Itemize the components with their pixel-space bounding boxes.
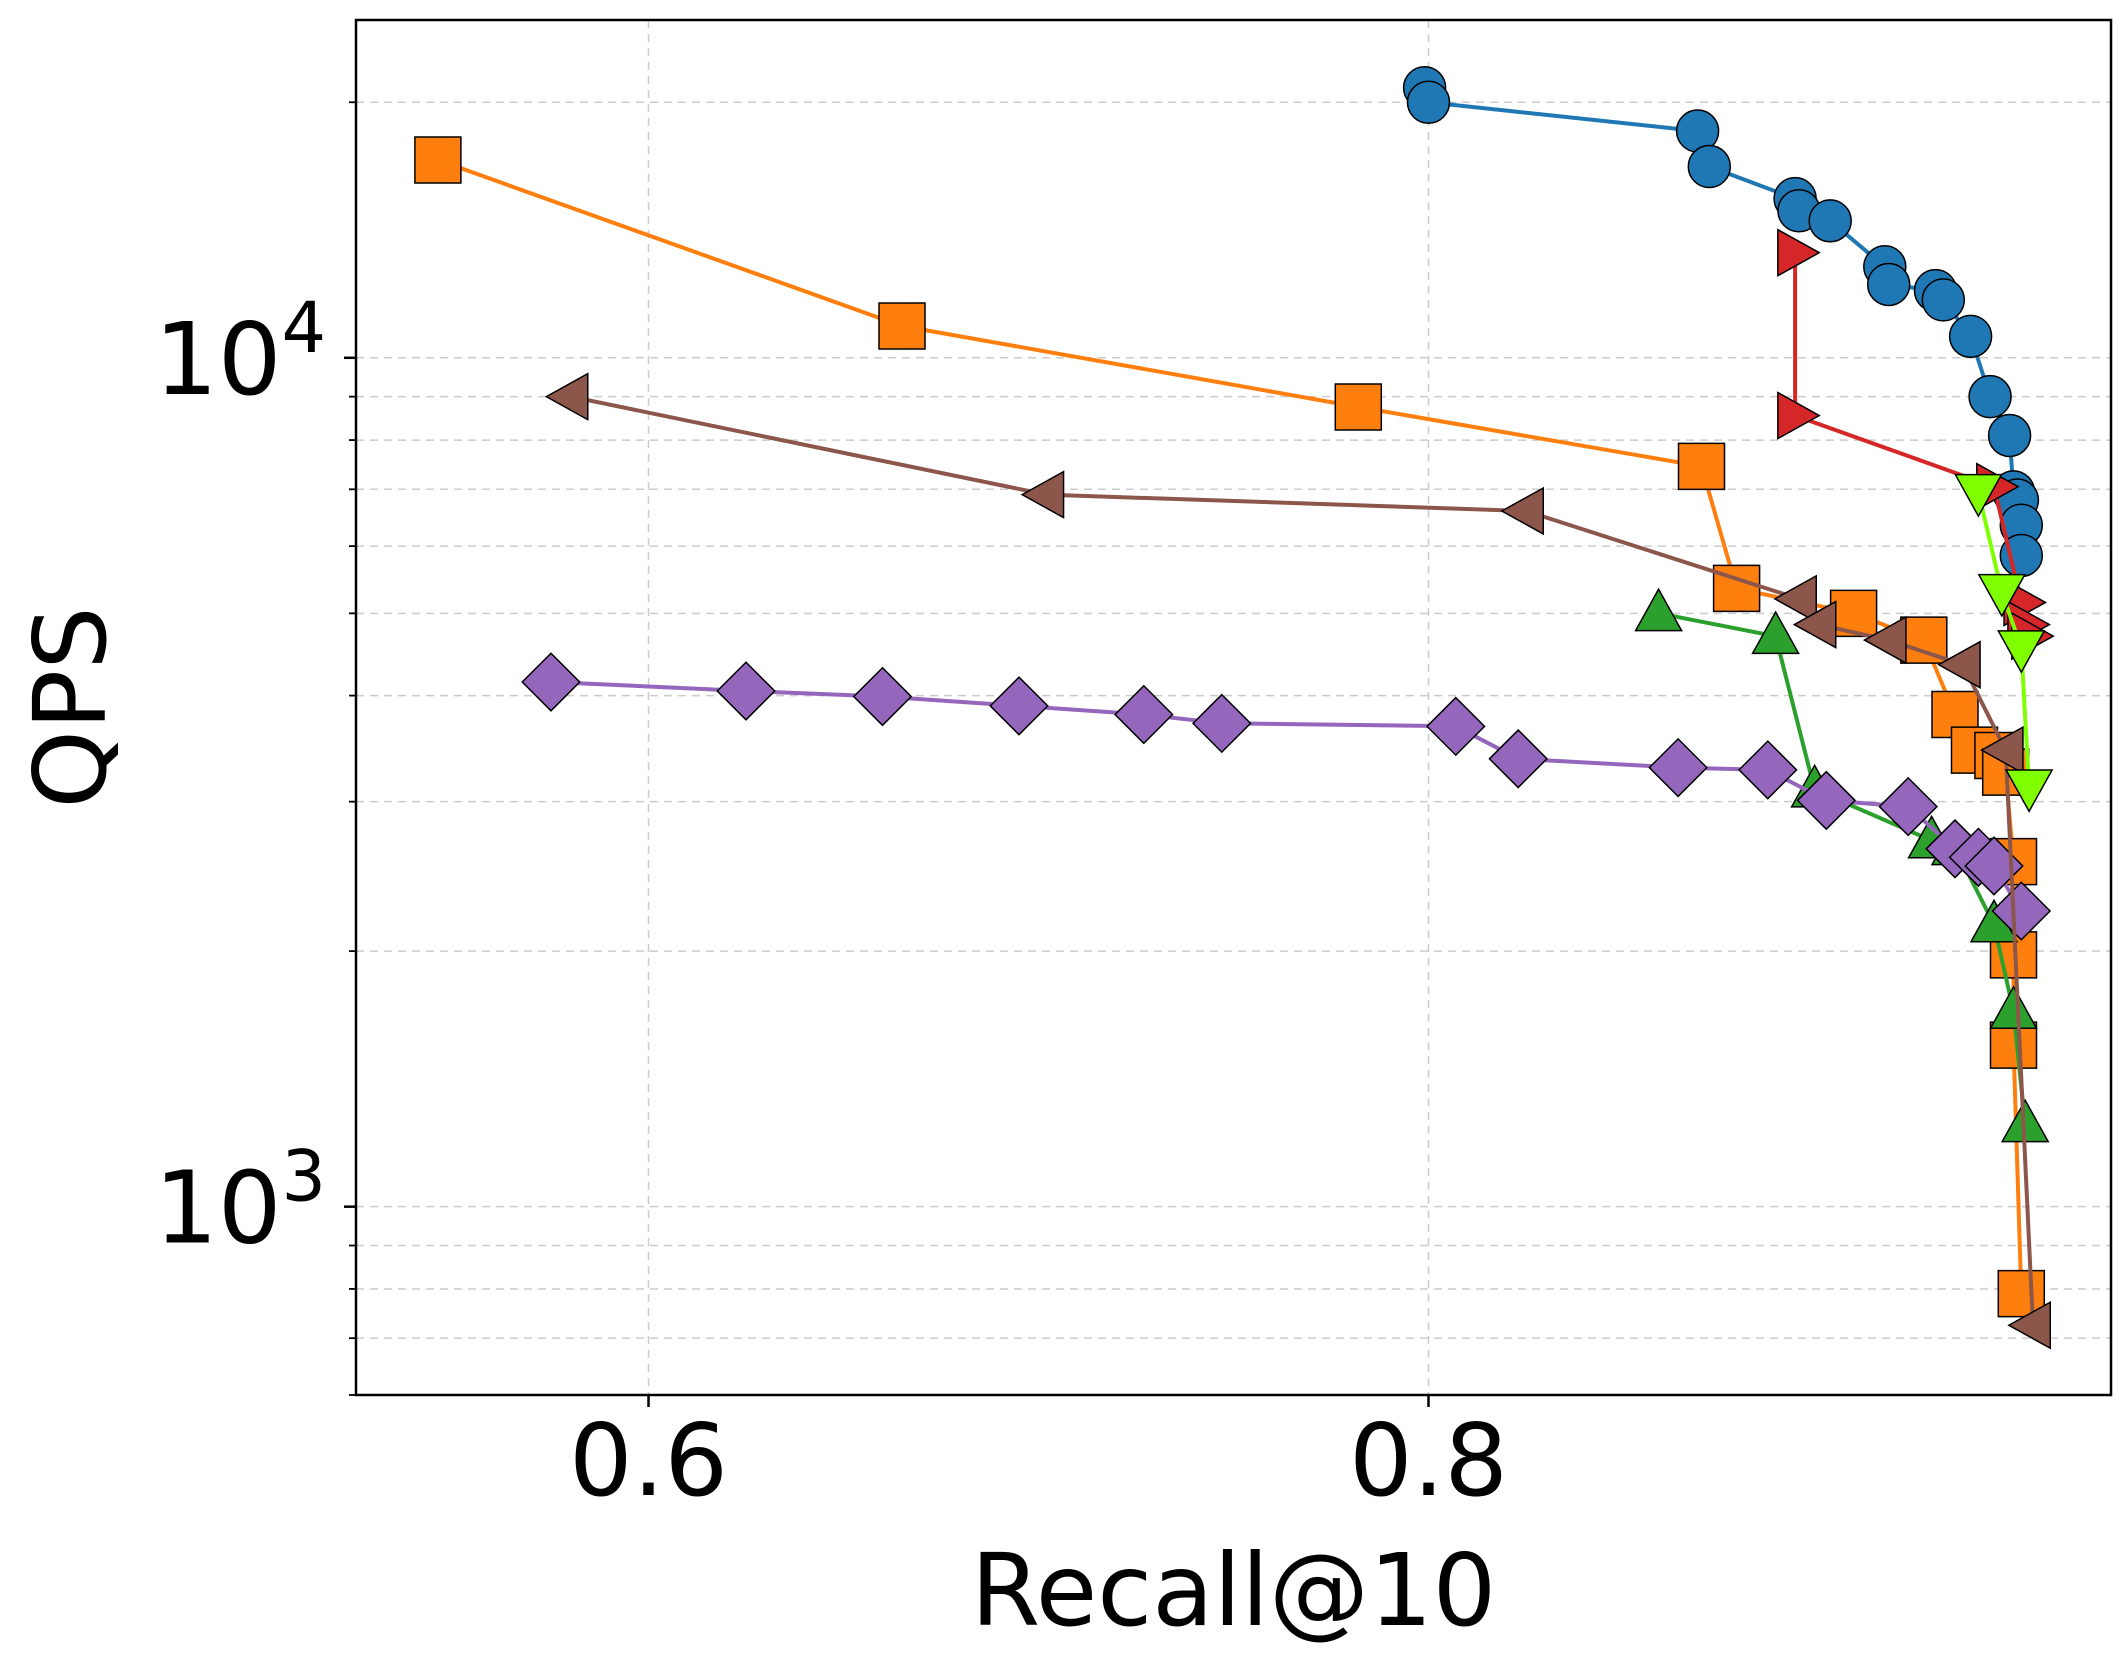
data-point-triangle-left	[1980, 725, 2024, 775]
data-point-diamond	[1878, 776, 1939, 837]
data-point-circle	[1948, 314, 1993, 359]
data-point-square	[878, 302, 926, 350]
data-point-circle	[1968, 374, 2012, 419]
data-point-triangle-down	[1977, 573, 2027, 618]
series-circle	[1402, 66, 2044, 578]
data-point-diamond	[1425, 696, 1486, 757]
data-point-triangle-right	[1777, 228, 1821, 277]
data-point-diamond	[1648, 737, 1708, 798]
y-tick-label: 104	[154, 287, 326, 418]
series-line	[1976, 491, 2032, 788]
data-point-diamond	[716, 661, 776, 721]
data-point-triangle-down	[1954, 473, 2003, 518]
data-point-diamond	[1191, 693, 1252, 754]
y-tick-label: 103	[154, 1136, 326, 1267]
data-point-triangle-left	[2007, 1300, 2051, 1350]
data-point-triangle-right	[1777, 391, 1821, 440]
data-point-circle	[1921, 278, 1966, 322]
data-point-square	[1334, 383, 1383, 431]
data-point-diamond	[1488, 728, 1549, 789]
data-point-circle	[1866, 262, 1911, 307]
data-point-diamond	[1964, 836, 2024, 896]
data-point-triangle-left	[1500, 486, 1544, 536]
x-tick-label: 0.6	[569, 1402, 728, 1519]
data-point-triangle-up	[1634, 587, 1683, 632]
data-point-triangle-left	[1937, 640, 1981, 689]
axis-ticks: 0.6 0.8 103 104	[154, 101, 1508, 1519]
data-point-circle	[1406, 80, 1451, 125]
data-point-diamond	[1796, 770, 1857, 831]
series-triangle-right	[1777, 228, 2055, 661]
data-point-diamond	[1113, 684, 1174, 745]
series-triangle-down	[1954, 473, 2054, 813]
data-point-circle	[1987, 413, 2032, 458]
data-point-triangle-up	[1751, 610, 1800, 655]
plot-frame	[354, 18, 2113, 1397]
data-point-triangle-left	[1863, 615, 1907, 665]
y-axis-label: QPS	[12, 606, 129, 809]
data-point-diamond	[521, 652, 581, 712]
data-point-diamond	[989, 676, 1049, 736]
x-axis-label: Recall@10	[971, 1532, 1497, 1649]
data-point-circle	[1808, 199, 1852, 243]
data-point-square	[414, 136, 462, 184]
data-point-square	[1677, 442, 1726, 491]
data-point-triangle-down	[1997, 630, 2046, 674]
x-tick-label: 0.8	[1349, 1402, 1508, 1519]
data-point-triangle-left	[1773, 574, 1817, 624]
data-point-triangle-left	[544, 372, 589, 421]
data-point-triangle-left	[1792, 600, 1837, 649]
data-point-triangle-down	[2004, 769, 2054, 813]
data-point-triangle-up	[1989, 985, 2038, 1030]
data-point-diamond	[1737, 740, 1798, 800]
data-point-diamond	[852, 666, 913, 727]
data-point-circle	[1687, 144, 1732, 189]
series-diamond	[521, 652, 2052, 941]
data-point-diamond	[1991, 881, 2052, 941]
data-point-triangle-left	[1020, 470, 1065, 519]
series-group	[414, 66, 2055, 1350]
series-triangle-left	[544, 372, 2051, 1350]
